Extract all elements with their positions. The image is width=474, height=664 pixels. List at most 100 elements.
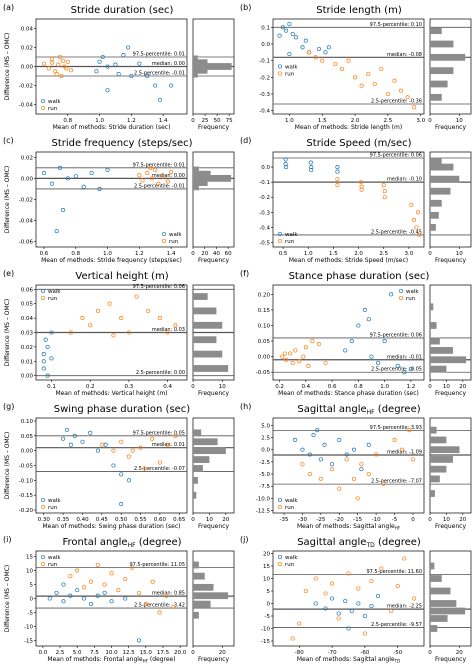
histogram-bar: [430, 224, 436, 231]
run-point: [362, 631, 367, 636]
legend-walk-label: walk: [285, 232, 298, 238]
run-point: [399, 447, 404, 452]
legend-run-label: run: [285, 72, 295, 78]
panel-label: (h): [240, 402, 251, 411]
walk-point: [75, 588, 80, 593]
y-tick-label: 0.10: [258, 323, 271, 329]
run-point: [372, 81, 377, 87]
run-point: [54, 72, 59, 77]
hist-x-tick-label: 0: [428, 650, 432, 656]
legend-walk-label: walk: [48, 498, 61, 504]
histogram-bar: [430, 446, 460, 454]
run-point: [335, 183, 340, 188]
x-tick-label: 12.5: [123, 650, 136, 656]
walk-point: [402, 370, 407, 375]
chart-panel-6: (f) Stance phase duration (sec)0.200.150.…: [240, 269, 472, 397]
y-axis-label: Difference (MS – OMC): [4, 565, 11, 632]
y-tick-label: -0.2: [259, 195, 270, 201]
run-point: [353, 75, 358, 80]
histogram-bar: [430, 322, 437, 329]
x-tick-label: 2.5: [56, 650, 65, 656]
walk-point: [318, 457, 323, 462]
run-point: [382, 189, 387, 194]
walk-point: [49, 356, 54, 361]
run-point: [81, 585, 87, 590]
histogram-bar: [430, 587, 451, 595]
x-axis-label: Mean of methods: Swing phase duration (s…: [42, 523, 180, 530]
x-tick-label: 0.65: [173, 517, 186, 523]
y-tick-label: 0.10: [21, 419, 34, 425]
y-tick-label: -15: [24, 638, 33, 644]
y-tick-label: -5.0: [259, 472, 270, 478]
x-axis-label: Mean of methods: Stride Speed (m/sec): [289, 257, 408, 264]
run-point: [126, 330, 131, 335]
run-point: [290, 360, 295, 365]
y-tick-label: 0.02: [21, 155, 33, 161]
legend-run-marker: [277, 71, 283, 76]
walk-point: [309, 168, 314, 173]
walk-point: [326, 45, 331, 50]
y-tick-label: -2.5: [259, 460, 270, 466]
run-point: [392, 437, 397, 442]
histogram-bar: [430, 600, 457, 607]
lower-annotation: 2.5-percentile: -0.01: [134, 71, 185, 77]
run-point: [412, 105, 417, 110]
chart-title-text: Stride frequency (steps/sec): [51, 138, 192, 149]
x-axis-label-text: Mean of methods: Sagittal angle: [297, 656, 395, 663]
run-point: [346, 571, 351, 576]
chart-panel-2: (b) Stride length (m) 0.1 0.0 -0.1 -0.2 -0.3 -0…: [240, 3, 472, 131]
chart-title: Stride frequency (steps/sec): [51, 138, 192, 149]
histogram-bar: [430, 337, 440, 345]
walk-point: [343, 598, 348, 604]
histogram-area: [429, 284, 472, 381]
run-point: [142, 466, 147, 471]
histogram-bar: [193, 447, 226, 455]
histogram-bar: [193, 321, 223, 329]
walk-point: [105, 64, 110, 69]
histogram-bar: [430, 475, 440, 483]
y-tick-label: 2.5: [261, 435, 270, 441]
x-tick-label: 20.0: [174, 650, 187, 656]
walk-point: [95, 448, 100, 453]
median-annotation: median: 0.00: [152, 61, 185, 67]
run-point: [382, 195, 387, 200]
x-axis-label-text: Mean of methods: Stride frequency (steps…: [41, 257, 182, 264]
histogram-bar: [430, 175, 460, 183]
walk-point: [303, 38, 308, 43]
run-point: [68, 68, 74, 73]
upper-annotation: 97.5-percentile: 0.10: [370, 22, 422, 28]
run-point: [130, 565, 135, 570]
run-point: [366, 471, 371, 477]
x-tick-label: 1.0: [95, 118, 104, 124]
y-tick-label: -0.04: [19, 219, 34, 225]
run-point: [323, 360, 328, 365]
x-tick-label: -15: [353, 517, 362, 523]
y-tick-label: -7.5: [259, 484, 270, 490]
run-point: [107, 301, 112, 306]
walk-point: [369, 354, 374, 359]
x-tick-label: 0.4: [301, 384, 310, 390]
walk-point: [100, 54, 105, 60]
run-point: [307, 50, 312, 55]
run-point: [95, 308, 100, 313]
hist-x-tick-label: 10: [456, 251, 463, 257]
walk-point: [375, 360, 381, 365]
walk-point: [119, 472, 124, 477]
run-point: [297, 359, 302, 364]
histogram-bar: [193, 365, 229, 372]
x-tick-label: 1.0: [380, 384, 389, 390]
run-point: [140, 178, 145, 183]
hist-x-tick-label: 20: [456, 650, 463, 656]
histogram-bar: [193, 55, 198, 63]
y-tick-label: -5: [28, 610, 34, 616]
x-tick-label: 0.5: [279, 251, 288, 257]
hist-x-axis-label: Frequency: [198, 656, 229, 663]
chart-title-text: Stride length (m): [316, 5, 402, 16]
chart-panel-10: (j) Sagittal angleTD (degree)20151050-5-1…: [240, 535, 472, 664]
median-annotation: median: -0.01: [387, 354, 422, 360]
hist-x-tick-label: 20: [459, 517, 466, 523]
median-annotation: median: 0.01: [152, 442, 185, 448]
